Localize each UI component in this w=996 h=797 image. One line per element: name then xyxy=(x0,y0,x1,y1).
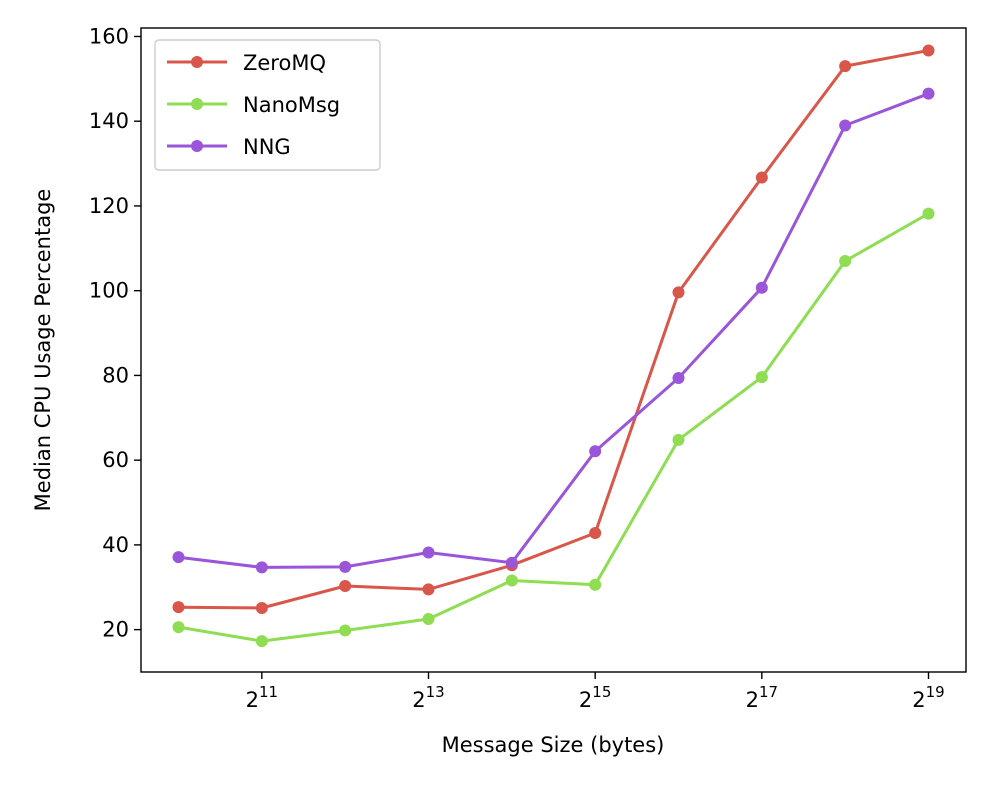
plot-border xyxy=(140,27,967,673)
data-point-nng xyxy=(839,119,852,132)
data-point-zeromq xyxy=(922,44,935,57)
legend-box xyxy=(154,39,381,171)
data-point-nng xyxy=(172,551,185,564)
data-point-nng xyxy=(922,87,935,100)
y-tick-label: 100 xyxy=(89,279,129,303)
legend-marker-zeromq xyxy=(191,56,203,68)
data-point-nanomsg xyxy=(422,613,435,626)
x-tick-label: 213 xyxy=(412,683,444,712)
legend-marker-nanomsg xyxy=(191,98,203,110)
data-point-nng xyxy=(505,556,518,569)
data-point-nng xyxy=(422,546,435,559)
x-tick-label: 211 xyxy=(246,683,278,712)
data-point-nanomsg xyxy=(255,635,268,648)
y-tick-label: 20 xyxy=(102,618,129,642)
data-point-zeromq xyxy=(589,527,602,540)
y-tick-label: 60 xyxy=(102,448,129,472)
data-point-nng xyxy=(755,281,768,294)
data-point-zeromq xyxy=(172,601,185,614)
data-point-nanomsg xyxy=(339,624,352,637)
legend-marker-nng xyxy=(191,140,203,152)
series-layer xyxy=(172,44,935,648)
data-point-nanomsg xyxy=(505,574,518,587)
y-tick-label: 120 xyxy=(89,194,129,218)
series-line-nng xyxy=(178,92,930,569)
data-point-zeromq xyxy=(422,583,435,596)
x-tick-label: 215 xyxy=(579,683,611,712)
data-point-zeromq xyxy=(672,286,685,299)
y-tick-label: 160 xyxy=(89,24,129,48)
data-point-nng xyxy=(255,561,268,574)
y-tick-label: 140 xyxy=(89,109,129,133)
data-point-nanomsg xyxy=(672,433,685,446)
data-point-zeromq xyxy=(755,171,768,184)
series-nanomsg xyxy=(172,207,935,648)
data-point-nng xyxy=(589,445,602,458)
plot-area xyxy=(140,27,967,673)
data-point-zeromq xyxy=(255,602,268,615)
legend-label-zeromq: ZeroMQ xyxy=(243,51,326,75)
y-tick-label: 40 xyxy=(102,533,129,557)
series-nng xyxy=(172,87,935,574)
data-point-nanomsg xyxy=(172,621,185,634)
legend-label-nanomsg: NanoMsg xyxy=(243,93,340,117)
x-axis: 211 213 215 217 219 xyxy=(246,672,945,712)
x-tick-label: 219 xyxy=(912,683,944,712)
y-axis-title: Median CPU Usage Percentage xyxy=(31,189,55,512)
y-axis: 20 40 60 80 100 120 140 160 xyxy=(89,24,141,642)
x-axis-title: Message Size (bytes) xyxy=(442,733,665,757)
data-point-zeromq xyxy=(839,60,852,73)
data-point-nng xyxy=(339,560,352,573)
y-tick-label: 80 xyxy=(102,363,129,387)
data-point-nanomsg xyxy=(589,578,602,591)
data-point-nng xyxy=(672,371,685,384)
legend-label-nng: NNG xyxy=(243,135,291,159)
series-line-zeromq xyxy=(178,49,929,610)
data-point-nanomsg xyxy=(839,255,852,268)
legend: ZeroMQ NanoMsg NNG xyxy=(154,39,381,171)
data-point-nanomsg xyxy=(922,207,935,220)
data-point-nanomsg xyxy=(755,371,768,384)
x-tick-label: 217 xyxy=(746,683,778,712)
data-point-zeromq xyxy=(339,579,352,592)
series-line-nanomsg xyxy=(178,212,930,643)
